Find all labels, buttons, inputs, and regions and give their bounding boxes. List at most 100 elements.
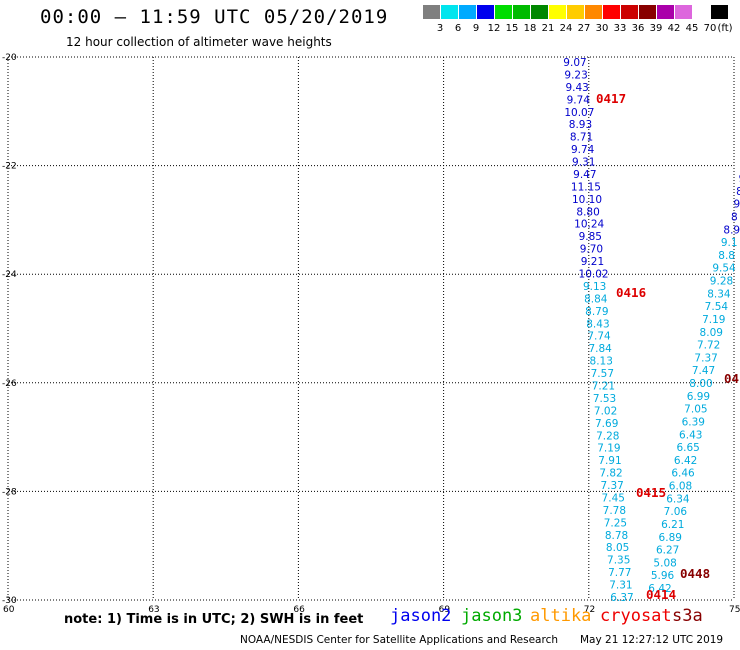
wave-height-value: 8.84 <box>584 293 608 305</box>
wave-height-value: 8.34 <box>707 288 731 300</box>
wave-height-value: 7.45 <box>602 492 625 504</box>
wave-height-value: 8.09 <box>700 327 723 339</box>
scale-swatch <box>675 5 692 19</box>
legend-jason2: jason2 <box>390 606 452 626</box>
lat-tick-label: -20 <box>2 53 17 63</box>
wave-height-value: 7.57 <box>591 368 614 380</box>
wave-height-value: 11.15 <box>571 181 601 193</box>
wave-height-value: 8 <box>736 186 740 198</box>
pass-time-label: 04 <box>724 371 739 386</box>
wave-height-value: 6.65 <box>676 442 699 454</box>
wave-height-value: 8.8 <box>718 250 735 262</box>
lat-tick-label: -24 <box>2 270 17 280</box>
pass-time-label: 0416 <box>616 285 646 300</box>
wave-height-value: 10.24 <box>574 219 604 231</box>
legend-jason3: jason3 <box>461 606 523 626</box>
wave-height-value: 7.35 <box>607 555 630 567</box>
wave-height-value: 7.91 <box>598 455 621 467</box>
scale-swatch <box>693 5 710 19</box>
wave-height-value: 7.02 <box>594 405 617 417</box>
scale-label: 3 <box>436 23 444 34</box>
wave-height-value: 7.19 <box>597 443 620 455</box>
wave-height-value: 9.13 <box>583 281 606 293</box>
wave-height-value: 8.78 <box>605 530 628 542</box>
wave-height-value: 6.99 <box>687 391 710 403</box>
scale-label: 33 <box>613 23 627 34</box>
pass-time-label: 0415 <box>636 485 666 500</box>
wave-height-value: 7.31 <box>609 580 632 592</box>
scale-label: 24 <box>559 23 573 34</box>
wave-height-value: 9.21 <box>581 256 604 268</box>
lon-tick-label: 66 <box>293 605 305 615</box>
wave-height-value: 9.47 <box>573 169 596 181</box>
wave-height-value: 9.43 <box>565 82 588 94</box>
scale-unit: (ft) <box>717 23 733 34</box>
wave-height-value: 7.37 <box>600 480 623 492</box>
wave-height-value: 8.93 <box>569 119 592 131</box>
wave-height-value: 9.74 <box>567 94 591 106</box>
wave-height-value: 7.25 <box>604 517 627 529</box>
wave-height-value: 5.08 <box>653 557 676 569</box>
wave-height-value: 9.70 <box>580 244 603 256</box>
lon-tick-label: 75 <box>729 605 740 615</box>
wave-height-value: 8 <box>731 211 738 223</box>
scale-label: 18 <box>523 23 537 34</box>
wave-height-value: 6.21 <box>661 519 684 531</box>
wave-height-value: 6.89 <box>659 532 682 544</box>
wave-height-value: 7.69 <box>595 418 618 430</box>
wave-height-value: 7.37 <box>694 352 717 364</box>
wave-height-value: 7.77 <box>608 567 631 579</box>
scale-swatch <box>441 5 458 19</box>
wave-height-value: 7.72 <box>697 340 720 352</box>
wave-height-value: 7.47 <box>692 365 715 377</box>
pass-time-label: 0414 <box>646 587 676 602</box>
scale-swatch <box>657 5 674 19</box>
wave-height-value: 9.23 <box>564 69 587 81</box>
scale-label: 39 <box>649 23 663 34</box>
lat-tick-label: -30 <box>2 596 17 606</box>
wave-height-value: 7.19 <box>702 314 725 326</box>
scale-label: 45 <box>685 23 699 34</box>
scale-swatch <box>567 5 584 19</box>
lon-tick-label: 63 <box>148 605 159 615</box>
wave-height-value: 7.05 <box>684 404 707 416</box>
wave-height-value: 6.42 <box>648 583 671 595</box>
note-text: note: 1) Time is in UTC; 2) SWH is in fe… <box>64 612 364 627</box>
scale-label: 12 <box>487 23 501 34</box>
wave-height-value: 8.05 <box>606 542 629 554</box>
wave-height-value: 8.43 <box>586 318 609 330</box>
scale-swatch <box>531 5 548 19</box>
wave-height-value: 9.28 <box>710 276 733 288</box>
wave-height-value: 8.9 <box>723 224 740 236</box>
wave-height-value: 9.31 <box>572 157 595 169</box>
wave-height-value: 6.43 <box>679 429 702 441</box>
wave-height-value: 8.80 <box>576 206 599 218</box>
lat-tick-label: -26 <box>2 379 17 389</box>
wave-height-value: 6.08 <box>669 481 692 493</box>
wave-height-value: 6.37 <box>610 592 633 604</box>
scale-label: 42 <box>667 23 681 34</box>
scale-label: 30 <box>595 23 609 34</box>
wave-height-value: 10.10 <box>572 194 602 206</box>
wave-height-value: 7.82 <box>599 468 622 480</box>
scale-swatch <box>423 5 440 19</box>
wave-height-value: 9.54 <box>712 263 736 275</box>
scale-label: 36 <box>631 23 645 34</box>
wave-height-value: 7.06 <box>664 506 688 518</box>
wave-height-value: 6.46 <box>671 468 695 480</box>
pass-time-label: 0417 <box>596 91 626 106</box>
pass-time-label: 0448 <box>680 566 710 581</box>
lat-tick-label: -22 <box>2 162 17 172</box>
scale-swatch <box>459 5 476 19</box>
credit-text: NOAA/NESDIS Center for Satellite Applica… <box>240 634 558 646</box>
scale-label: 21 <box>541 23 555 34</box>
scale-swatch <box>603 5 620 19</box>
scale-swatch <box>585 5 602 19</box>
wave-height-value: 7.54 <box>705 301 729 313</box>
wave-height-value: 9.1 <box>721 237 738 249</box>
wave-height-value: 10.07 <box>564 107 594 119</box>
wave-height-value: 10.02 <box>579 269 609 281</box>
map-title: 00:00 – 11:59 UTC 05/20/2019 <box>40 6 389 28</box>
scale-label: 15 <box>505 23 519 34</box>
